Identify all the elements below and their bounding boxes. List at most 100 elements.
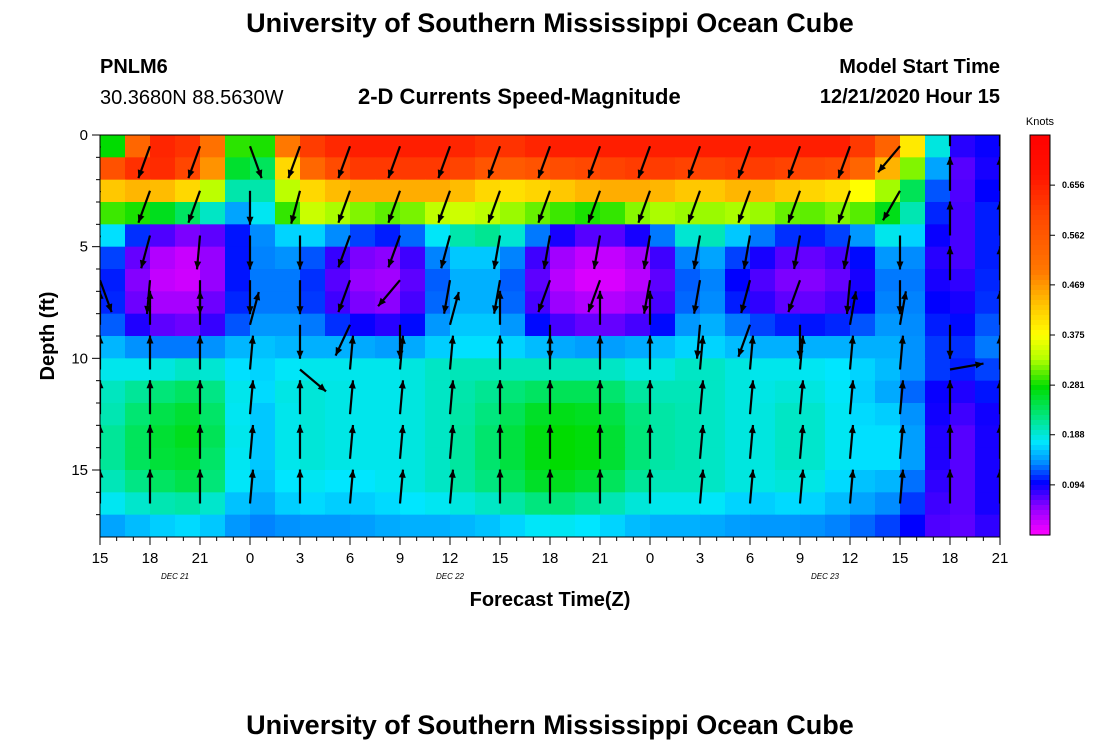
heatmap-cell: [475, 425, 501, 449]
vector-head: [637, 214, 645, 223]
vector-shaft: [100, 190, 102, 195]
vector-head: [946, 424, 954, 433]
colorbar-segment: [1030, 495, 1050, 501]
heatmap-cell: [925, 380, 951, 404]
heatmap-cell: [650, 246, 676, 270]
x-tick-label: 9: [796, 550, 804, 567]
vector-head: [837, 214, 845, 223]
heatmap-cell: [600, 403, 626, 426]
vector-head: [687, 214, 695, 223]
vector-head: [848, 469, 856, 478]
heatmap-cell: [450, 470, 476, 493]
colorbar-segment: [1030, 320, 1050, 326]
heatmap-cell: [375, 425, 401, 449]
heatmap-cell: [775, 403, 801, 426]
colorbar-segment: [1030, 275, 1050, 281]
current-vector: [694, 324, 702, 359]
heatmap-cell: [800, 157, 826, 181]
current-vector: [496, 424, 504, 459]
heatmap-cell: [975, 380, 1000, 404]
heatmap-cell: [375, 447, 401, 471]
current-vector: [348, 380, 356, 415]
colorbar-segment: [1030, 375, 1050, 381]
heatmap-cell: [700, 157, 726, 181]
heatmap-cell: [875, 291, 901, 315]
heatmap-cell: [500, 157, 526, 181]
heatmap-cell: [500, 135, 526, 158]
current-vector: [737, 324, 752, 358]
colorbar: Knots 0.656 0.562 0.469 0.375 0.281 0.188 0.094: [1026, 116, 1085, 536]
heatmap-cell: [200, 447, 226, 471]
current-vector: [898, 335, 906, 370]
colorbar-segment: [1030, 460, 1050, 466]
vector-head: [898, 335, 906, 344]
page-title: University of Southern Mississippi Ocean…: [246, 8, 854, 38]
heatmap-cell: [725, 224, 751, 248]
colorbar-segment: [1030, 195, 1050, 201]
heatmap-cell: [950, 492, 976, 516]
heatmap-cell: [625, 269, 651, 292]
vector-shaft: [100, 146, 102, 150]
heatmap-cell: [650, 492, 676, 516]
heatmap-cell: [900, 492, 926, 516]
heatmap-cell: [100, 179, 126, 203]
heatmap-cell: [425, 313, 451, 337]
heatmap-cell: [200, 425, 226, 449]
heatmap-cell: [250, 313, 276, 337]
heatmap-cell: [950, 425, 976, 449]
heatmap-cell: [300, 358, 326, 382]
heatmap-cell: [975, 358, 1000, 382]
heatmap-cell: [825, 447, 851, 471]
vector-head: [946, 201, 954, 210]
heatmap-cell: [175, 380, 201, 404]
colorbar-segment: [1030, 150, 1050, 156]
vector-head: [898, 380, 906, 389]
vector-head: [398, 335, 406, 344]
heatmap-cell: [900, 135, 926, 158]
colorbar-segment: [1030, 335, 1050, 341]
current-vector: [537, 145, 552, 179]
vector-head: [387, 258, 395, 268]
colorbar-segment: [1030, 165, 1050, 171]
heatmap-cell: [425, 135, 451, 158]
heatmap-cell: [350, 135, 376, 158]
colorbar-segment: [1030, 515, 1050, 521]
current-vector: [146, 469, 154, 504]
heatmap-cell: [125, 224, 151, 248]
vector-head: [787, 303, 795, 313]
current-vector: [748, 469, 756, 504]
heatmap-cell: [175, 514, 201, 537]
heatmap-cell: [650, 380, 676, 404]
heatmap-cell: [600, 291, 626, 315]
heatmap-cell: [950, 269, 976, 292]
vector-head: [492, 305, 499, 314]
current-vector: [448, 424, 456, 459]
x-tick-label: 0: [246, 550, 254, 567]
heatmap-cell: [850, 246, 876, 270]
heatmap-cell: [925, 313, 951, 337]
heatmap-cell: [900, 403, 926, 426]
current-vector: [596, 380, 604, 415]
heatmap-cell: [625, 135, 651, 158]
colorbar-segment: [1030, 345, 1050, 351]
colorbar-segment: [1030, 520, 1050, 526]
heatmap-cell: [625, 425, 651, 449]
heatmap-cell: [450, 313, 476, 337]
heatmap-cell: [125, 380, 151, 404]
current-vector: [196, 469, 204, 504]
current-vector: [337, 279, 352, 313]
colorbar-segment: [1030, 485, 1050, 491]
colorbar-segment: [1030, 400, 1050, 406]
current-vector: [246, 280, 254, 315]
vector-head: [378, 297, 386, 307]
heatmap-cell: [850, 380, 876, 404]
heatmap-cell: [325, 135, 351, 158]
heatmap-cell: [400, 313, 426, 337]
heatmap-cell: [500, 425, 526, 449]
vector-head: [996, 335, 1000, 344]
colorbar-segment: [1030, 310, 1050, 316]
heatmap-cell: [725, 470, 751, 493]
heatmap-cell: [975, 313, 1000, 337]
colorbar-segment: [1030, 415, 1050, 421]
heatmap-cell: [575, 358, 601, 382]
